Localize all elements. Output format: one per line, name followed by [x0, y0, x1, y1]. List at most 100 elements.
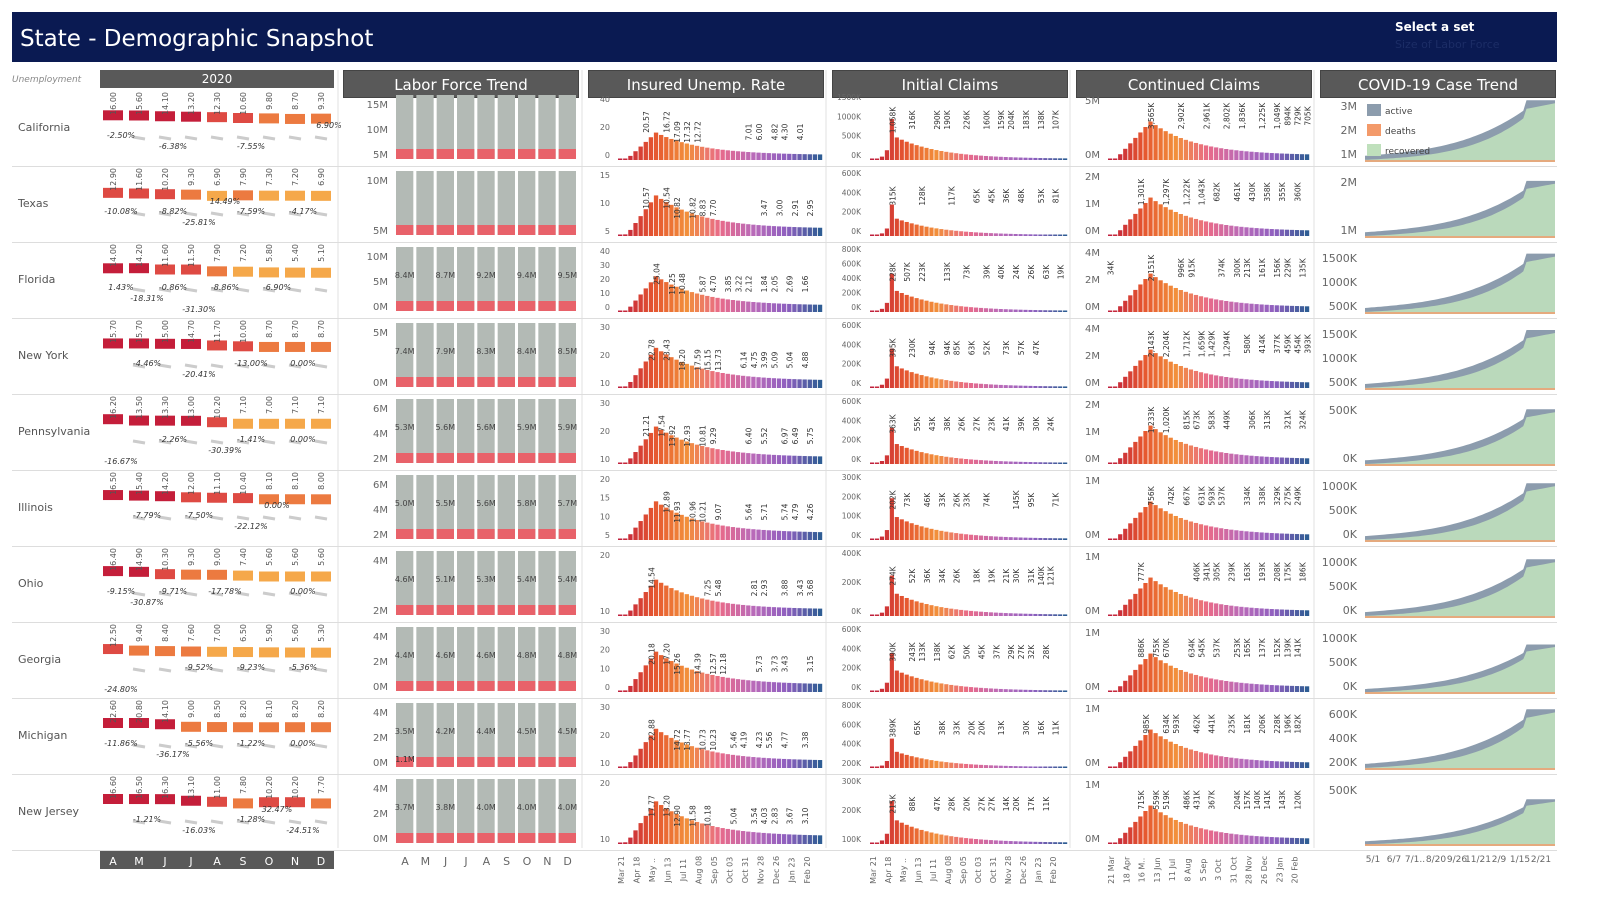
- lf-base-bar: [436, 453, 454, 463]
- ins-value-label: 5.04: [729, 807, 738, 824]
- init-value-label: 19K: [1057, 264, 1066, 280]
- cont-bar: [1113, 310, 1118, 312]
- cont-bar: [1118, 838, 1123, 844]
- cont-bar: [1198, 448, 1204, 464]
- unemployment-value-label: 9.30: [187, 548, 196, 566]
- pct-change-label: -30.87%: [130, 598, 163, 607]
- state-label[interactable]: Texas: [18, 197, 49, 210]
- ins-value-label: 5.52: [760, 427, 769, 444]
- lf-bar: [436, 779, 454, 843]
- state-label[interactable]: Ohio: [18, 577, 44, 590]
- cont-bar: [1269, 381, 1274, 388]
- init-bar: [929, 377, 934, 388]
- init-bar: [998, 384, 1003, 388]
- cont-value-label: 141K: [1263, 789, 1272, 809]
- cont-bar: [1224, 604, 1229, 616]
- ins-bar: [776, 682, 782, 692]
- init-bar: [884, 378, 889, 388]
- ins-value-label: 3.67: [786, 807, 795, 824]
- init-tick: 0K: [851, 151, 862, 160]
- ins-bar: [618, 690, 623, 692]
- cont-bar: [1209, 830, 1214, 844]
- cont-tick: 1M: [1085, 628, 1100, 639]
- init-bar: [954, 305, 959, 312]
- lf-bar: [416, 171, 434, 235]
- init-bar: [870, 158, 875, 160]
- unemployment-value-label: 6.50: [239, 624, 248, 642]
- ins-bar: [679, 209, 684, 236]
- state-label[interactable]: Florida: [18, 273, 56, 286]
- init-bar: [899, 519, 904, 540]
- lf-base-bar: [538, 453, 556, 463]
- init-bar: [884, 530, 889, 540]
- ins-value-label: 20.57: [642, 111, 651, 133]
- lf-value-label: 8.7M: [436, 271, 456, 280]
- change-indicator: [262, 515, 276, 521]
- init-bar: [904, 824, 909, 844]
- lf-bar: [558, 399, 576, 463]
- state-label[interactable]: Georgia: [18, 653, 62, 666]
- ins-value-label: 3.38: [801, 731, 810, 748]
- change-indicator: [236, 211, 250, 217]
- change-indicator: [184, 135, 198, 141]
- init-bar: [993, 688, 998, 692]
- set-selector-value[interactable]: Size of Labor Force: [1395, 38, 1500, 51]
- cont-bar: [1224, 756, 1229, 768]
- init-bar: [924, 604, 929, 616]
- unemployment-value-label: 8.10: [265, 700, 274, 718]
- init-bar: [879, 688, 885, 692]
- init-bar: [1008, 841, 1013, 844]
- cont-bar: [1219, 148, 1224, 160]
- covid-x-label: 6/7: [1387, 855, 1401, 865]
- ins-bar: [700, 146, 705, 160]
- cont-bar: [1224, 224, 1229, 236]
- covid-x-label: 11/21: [1465, 855, 1491, 865]
- month-label-lf: D: [563, 855, 571, 868]
- ins-tick: 30: [600, 399, 610, 408]
- init-bar: [894, 290, 899, 312]
- state-label[interactable]: New Jersey: [18, 805, 80, 818]
- state-label[interactable]: California: [18, 121, 71, 134]
- state-label[interactable]: Pennsylvania: [18, 425, 91, 438]
- cont-bar: [1244, 531, 1249, 540]
- cont-bar: [1148, 349, 1153, 388]
- init-bar: [1038, 234, 1043, 236]
- cont-tick: 0M: [1085, 454, 1100, 465]
- ins-bar: [771, 153, 777, 160]
- pct-change-label: -6.90%: [263, 283, 291, 292]
- cont-bar: [1274, 457, 1279, 464]
- init-value-label: 73K: [903, 492, 912, 508]
- cont-bar: [1188, 369, 1194, 388]
- pct-change-label: -9.23%: [237, 663, 265, 672]
- cont-bar: [1239, 682, 1244, 692]
- init-bar: [1028, 689, 1033, 692]
- lf-value-label: 4.2M: [436, 727, 456, 736]
- init-bar: [879, 840, 885, 844]
- cont-value-label: 393K: [1303, 333, 1312, 353]
- cont-bar: [1203, 297, 1209, 312]
- unemployment-bar: [285, 647, 305, 658]
- ins-bar: [766, 377, 771, 388]
- init-value-label: 159K: [997, 109, 1006, 129]
- init-bar: [924, 759, 929, 768]
- unemployment-bar: [129, 794, 149, 805]
- init-bar: [959, 231, 964, 236]
- state-label[interactable]: Illinois: [18, 501, 53, 514]
- change-indicator: [132, 287, 146, 293]
- cont-bar: [1118, 686, 1123, 692]
- init-tick: 400K: [842, 549, 862, 558]
- month-label-lf: S: [503, 855, 510, 868]
- ins-value-label: 14.39: [693, 653, 702, 675]
- change-indicator: [262, 743, 276, 749]
- cont-bar: [1108, 614, 1113, 616]
- unemployment-bar: [155, 719, 175, 730]
- state-label[interactable]: Michigan: [18, 729, 68, 742]
- ins-tick: 10: [600, 379, 610, 388]
- init-bar: [954, 763, 959, 768]
- init-bar: [949, 152, 954, 160]
- init-bar: [1048, 538, 1053, 540]
- ins-bar: [771, 226, 777, 236]
- ins-bar: [741, 679, 746, 692]
- state-label[interactable]: New York: [18, 349, 69, 362]
